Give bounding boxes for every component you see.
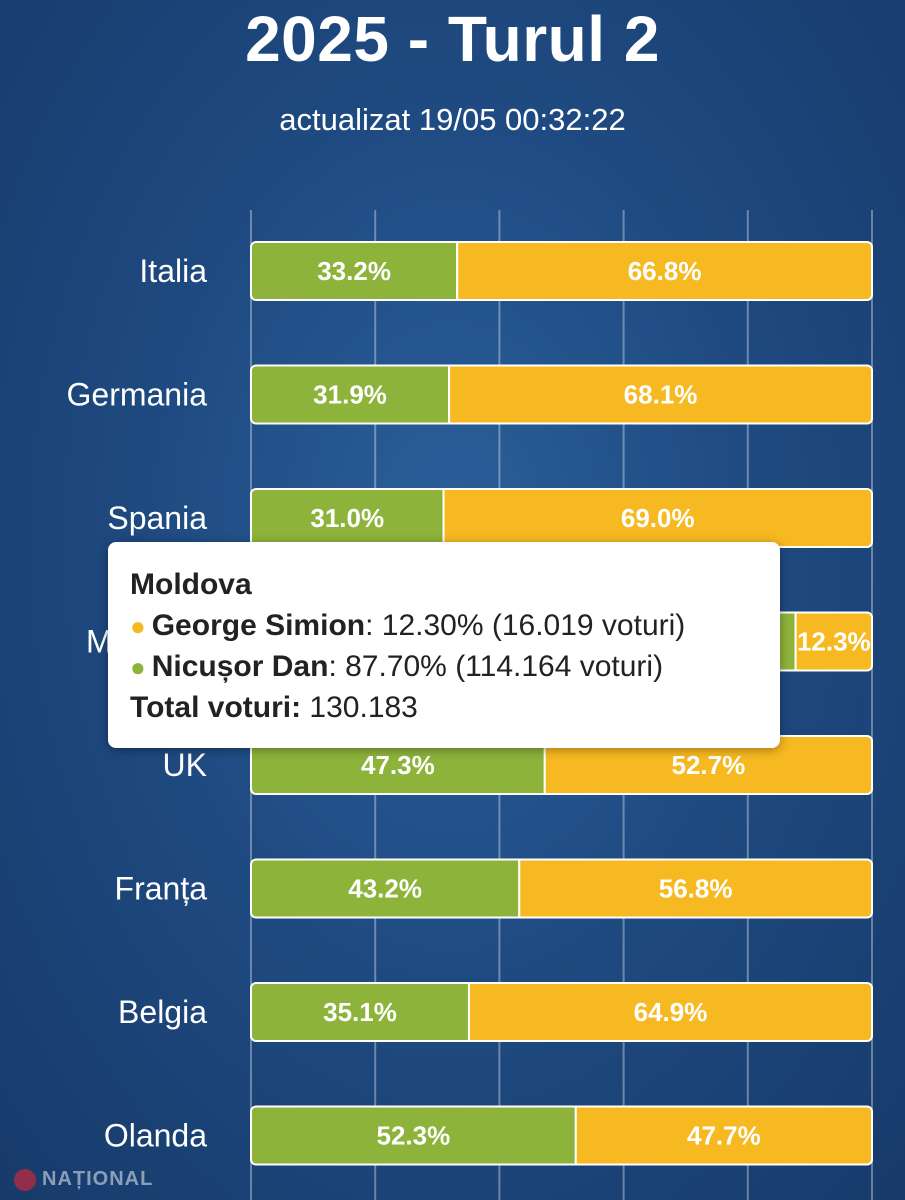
- data-label: 35.1%: [323, 997, 397, 1027]
- data-label: 66.8%: [628, 256, 702, 286]
- data-label: 43.2%: [348, 874, 422, 904]
- bar-row[interactable]: [251, 365, 872, 424]
- tooltip-total-value: 130.183: [301, 691, 418, 724]
- tooltip-title: Moldova: [130, 568, 252, 601]
- george-simion-dot-icon: ●: [130, 611, 146, 641]
- tooltip-name: George Simion: [151, 609, 366, 642]
- nicusor-dan-dot-icon: ●: [130, 652, 146, 682]
- data-label: 52.7%: [671, 750, 745, 780]
- bar-outline: [250, 1105, 873, 1166]
- tooltip-row-nicusor-dan: ● Nicușor Dan: 87.70% (114.164 voturi): [130, 646, 758, 687]
- data-label: 31.9%: [313, 380, 387, 410]
- category-label: Olanda: [104, 1118, 207, 1154]
- data-label: 12.3%: [797, 627, 871, 657]
- tooltip: Moldova ● George Simion: 12.30% (16.019 v…: [108, 542, 780, 748]
- category-label: Germania: [67, 377, 208, 413]
- category-label: Belgia: [118, 994, 207, 1030]
- bar-george-simion[interactable]: [574, 1106, 872, 1165]
- data-label: 64.9%: [634, 997, 708, 1027]
- category-label: Franța: [115, 871, 208, 907]
- bar-george-simion[interactable]: [456, 242, 872, 300]
- national-logo-icon: [14, 1168, 36, 1191]
- bar-george-simion[interactable]: [448, 365, 872, 424]
- bar-nicusor-dan[interactable]: [251, 983, 470, 1041]
- bar-row[interactable]: [251, 1106, 872, 1165]
- tooltip-detail: : 87.70% (114.164 voturi): [328, 650, 664, 683]
- national-watermark: NAȚIONAL: [14, 1168, 153, 1191]
- bar-outline: [250, 241, 873, 301]
- data-label: 68.1%: [624, 380, 698, 410]
- bar-row[interactable]: [251, 242, 872, 300]
- bar-outline: [250, 858, 873, 919]
- data-label: 56.8%: [659, 874, 733, 904]
- data-label: 31.0%: [310, 503, 384, 533]
- category-label: Italia: [139, 253, 207, 289]
- bar-george-simion[interactable]: [518, 859, 872, 918]
- bar-george-simion[interactable]: [467, 983, 872, 1041]
- tooltip-name: Nicușor Dan: [151, 650, 329, 683]
- tooltip-detail: : 12.30% (16.019 voturi): [365, 609, 686, 642]
- chart-subtitle: actualizat 19/05 00:32:22: [279, 102, 626, 137]
- bar-george-simion[interactable]: [442, 489, 872, 547]
- data-label: 69.0%: [621, 503, 695, 533]
- tooltip-total: Total voturi: 130.183: [130, 687, 758, 728]
- tooltip-total-label: Total voturi:: [130, 691, 302, 724]
- bar-row[interactable]: [251, 489, 872, 547]
- category-label: UK: [163, 747, 207, 783]
- bar-outline: [250, 364, 873, 425]
- bars: 33.2% 66.8% 31.9% 68.1% 31.0% 69.0% 12.3% 47.3%…: [250, 241, 873, 1166]
- category-label: Spania: [107, 500, 207, 536]
- data-label: 33.2%: [317, 256, 391, 286]
- data-label: 47.3%: [361, 750, 435, 780]
- bar-row[interactable]: [251, 859, 872, 918]
- bar-nicusor-dan[interactable]: [251, 242, 459, 300]
- bar-outline: [250, 982, 873, 1042]
- bar-row[interactable]: [251, 983, 872, 1041]
- bar-george-simion[interactable]: [794, 612, 872, 671]
- national-watermark-text: NAȚIONAL: [42, 1168, 154, 1190]
- chart-title: 2025 - Turul 2: [245, 3, 660, 75]
- data-label: 52.3%: [377, 1121, 451, 1151]
- tooltip-row-george-simion: ● George Simion: 12.30% (16.019 voturi): [130, 605, 758, 646]
- data-label: 47.7%: [687, 1121, 761, 1151]
